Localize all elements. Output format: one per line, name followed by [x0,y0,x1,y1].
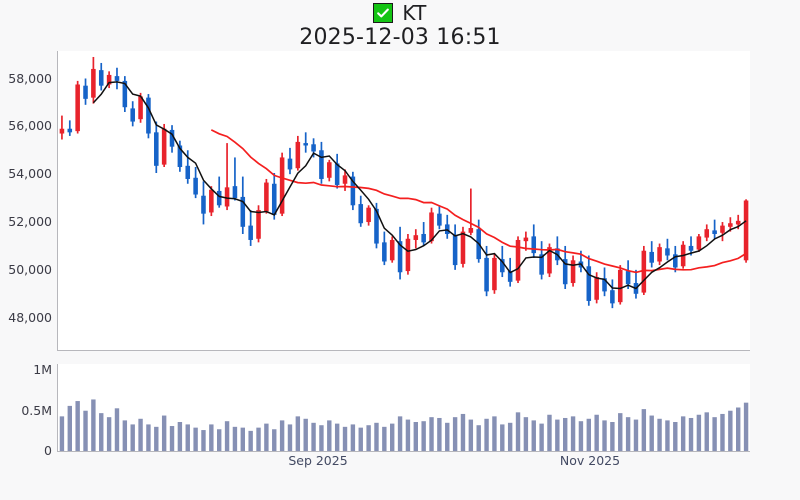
x-tick-label: Nov 2025 [559,453,621,468]
checkmark-icon[interactable] [373,3,394,23]
price-y-tick-label: 56,000 [8,118,52,134]
price-panel [58,51,750,350]
volume-y-tick-label: 0 [44,443,52,458]
price-y-tick-label: 58,000 [8,70,52,86]
price-candlestick-plot [59,56,749,309]
volume-y-tick-label: 0.5M [21,402,52,418]
price-y-tick-label: 48,000 [8,309,52,325]
x-tick-label: Sep 2025 [288,453,348,468]
price-y-tick-label: 54,000 [8,166,52,182]
volume-panel [58,364,750,451]
price-y-axis-spine [57,51,58,350]
volume-y-tick-label: 1M [33,362,52,378]
chart-header: KT 2025-12-03 16:51 [0,0,800,50]
price-x-axis-spine [57,350,750,351]
chart-timestamp: 2025-12-03 16:51 [299,25,501,50]
volume-x-axis-spine [57,451,750,452]
price-y-tick-label: 52,000 [8,214,52,229]
page-title: KT [402,1,427,25]
price-y-tick-label: 50,000 [8,261,52,277]
title-row: KT [0,1,800,25]
volume-y-axis-spine [57,364,58,451]
volume-bar-plot [59,399,749,451]
